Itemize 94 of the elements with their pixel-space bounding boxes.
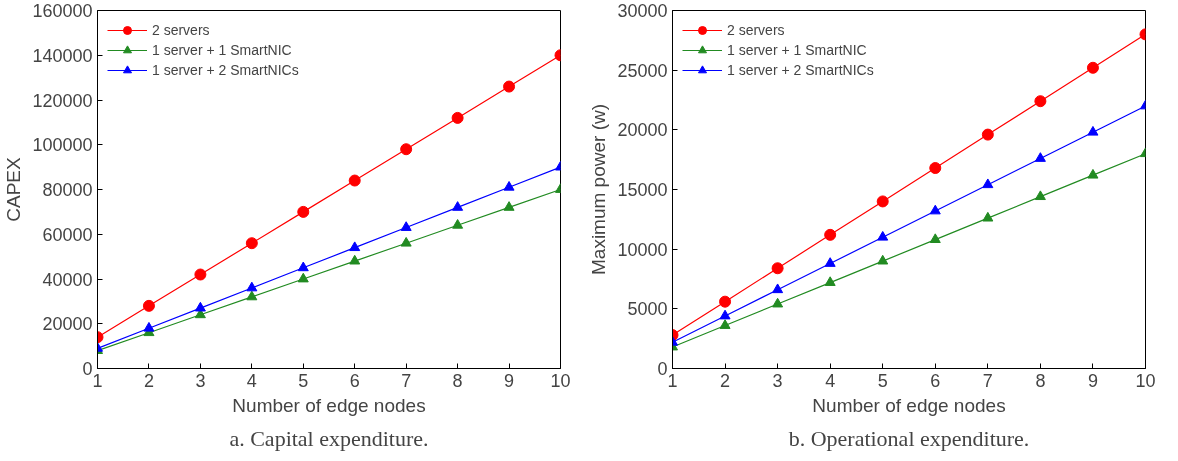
point [877,230,889,241]
point [824,276,836,286]
y-axis-title: Maximum power (w) [588,103,610,276]
point [142,299,155,312]
point [194,268,207,281]
point [772,283,784,294]
text: b. Operational expenditure. [788,425,1030,451]
point [981,128,994,141]
point [876,195,889,208]
y-tick-label: 140000 [32,45,93,66]
x-tick-label: 8 [1035,370,1046,391]
x-axis-title: Number of edge nodes [232,394,426,416]
point [297,205,310,218]
y-tick-label: 5000 [627,299,668,320]
point [929,162,942,175]
y-tick-label: 10000 [617,239,668,260]
point [503,201,515,211]
x-axis-title: Number of edge nodes [812,394,1006,416]
x-tick-label: 10 [1135,370,1156,391]
point [297,272,309,283]
point [451,111,464,124]
y-axis-title: CAPEX [3,156,25,222]
point [1087,168,1099,179]
legend-label: 1 server + 2 SmartNICs [727,62,874,78]
y-tick-label: 120000 [32,90,93,111]
x-tick-label: 10 [550,370,571,391]
x-tick-label: 8 [452,370,463,391]
point [349,254,361,265]
point [452,201,464,211]
point [400,143,413,156]
x-tick-label: 6 [930,370,941,391]
x-tick-label: 9 [1087,370,1098,391]
point [452,219,464,229]
x-tick-label: 7 [982,370,993,391]
y-tick-label: 80000 [42,180,93,200]
x-tick-label: 6 [349,370,360,391]
point [503,180,515,191]
x-tick-label: 9 [504,370,515,391]
point [245,237,258,250]
point [719,295,732,308]
x-tick-label: 2 [720,370,731,391]
point [1034,190,1046,201]
x-tick-label: 3 [772,370,783,391]
point [503,80,516,93]
point [400,236,412,247]
point [824,228,837,241]
y-tick-label: 15000 [617,180,668,200]
x-tick-label: 1 [667,370,678,391]
y-tick-label: 40000 [42,269,93,290]
point [772,297,784,308]
point [982,178,994,189]
y-tick-label: 20000 [42,314,93,335]
point [1034,152,1046,162]
y-tick-label: 0 [657,359,668,379]
legend-label: 1 server + 1 SmartNIC [727,42,867,58]
y-tick-label: 30000 [617,1,668,21]
point [194,301,206,312]
y-tick-label: 100000 [32,135,93,156]
point [1086,61,1099,74]
point [771,262,784,275]
x-tick-label: 7 [401,370,412,391]
point [824,257,836,267]
y-tick-label: 160000 [32,1,93,21]
y-tick-label: 20000 [617,120,668,141]
y-tick-label: 0 [82,359,93,379]
y-tick-label: 25000 [617,60,668,81]
point [877,254,889,265]
point [1034,95,1047,108]
x-tick-label: 3 [195,370,206,391]
text: a. Capital expenditure. [229,425,429,451]
x-tick-label: 4 [825,370,836,391]
point [349,241,361,252]
point [982,211,994,222]
x-tick-label: 2 [143,370,154,391]
point [1087,125,1099,136]
point [246,290,258,301]
point [929,204,941,215]
legend-label: 2 servers [727,22,785,38]
y-tick-label: 60000 [42,224,93,245]
legend-label: 1 server + 2 SmartNICs [152,62,299,78]
x-tick-label: 5 [298,370,309,391]
x-tick-label: 5 [877,370,888,391]
point [929,233,941,244]
point [297,261,309,272]
legend-label: 1 server + 1 SmartNIC [152,42,292,58]
point [348,174,361,187]
x-tick-label: 1 [92,370,103,391]
point [143,321,155,332]
point [246,281,258,292]
x-tick-label: 4 [246,370,257,391]
point [719,319,731,329]
point [400,221,412,231]
legend-label: 2 servers [152,22,210,38]
point [719,309,731,320]
